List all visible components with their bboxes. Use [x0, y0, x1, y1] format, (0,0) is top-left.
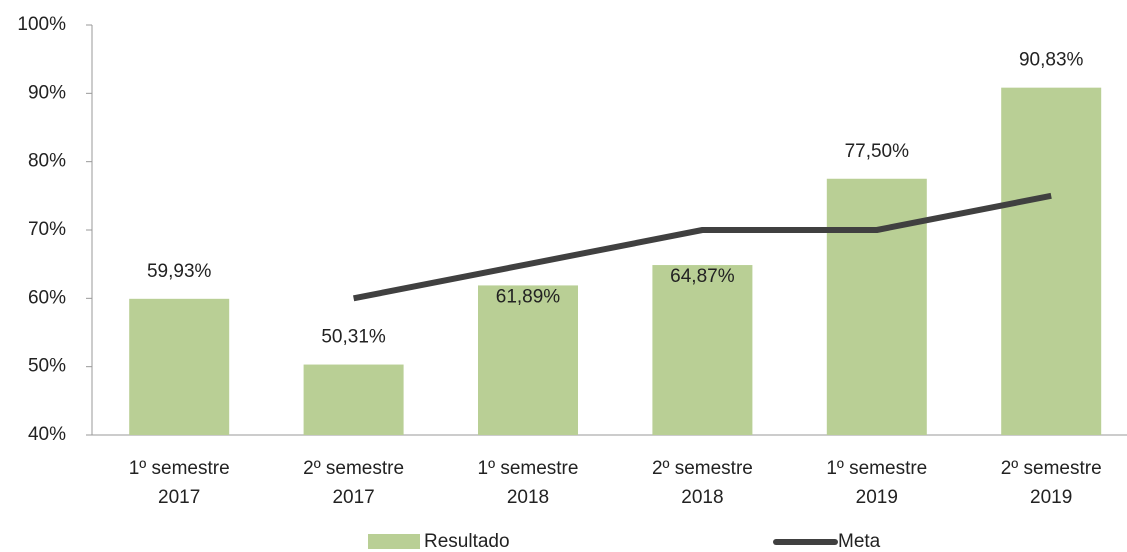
- bar: [303, 364, 404, 435]
- bar: [652, 265, 753, 435]
- y-tick-label: 60%: [28, 287, 66, 308]
- bar: [1001, 87, 1102, 435]
- legend-swatch: [368, 534, 420, 549]
- x-tick-label: 2018: [681, 487, 723, 508]
- x-tick-label: 2019: [856, 487, 898, 508]
- x-tick-label: 2019: [1030, 487, 1072, 508]
- x-tick-label: 2º semestre: [652, 458, 753, 479]
- y-tick-label: 50%: [28, 356, 66, 377]
- x-tick-label: 2º semestre: [303, 458, 404, 479]
- x-tick-label: 1º semestre: [129, 458, 230, 479]
- line: [353, 192, 1052, 302]
- bar: [478, 285, 578, 435]
- y-tick-label: 100%: [17, 14, 66, 35]
- y-tick-label: 90%: [28, 82, 66, 103]
- bar: [129, 298, 230, 435]
- bar: [826, 178, 927, 435]
- data-label: 59,93%: [147, 261, 212, 282]
- legend-label: Meta: [838, 531, 881, 552]
- x-tick-label: 1º semestre: [478, 458, 579, 479]
- data-label: 50,31%: [321, 327, 386, 348]
- data-label: 90,83%: [1019, 50, 1084, 71]
- x-tick-label: 2º semestre: [1001, 458, 1102, 479]
- y-tick-label: 80%: [28, 151, 66, 172]
- x-tick-label: 1º semestre: [826, 458, 927, 479]
- x-tick-label: 2017: [158, 487, 200, 508]
- data-label: 64,87%: [670, 266, 735, 287]
- y-tick-label: 70%: [28, 219, 66, 240]
- data-label: 61,89%: [496, 286, 561, 307]
- data-label: 77,50%: [845, 141, 910, 162]
- x-tick-label: 2017: [332, 487, 374, 508]
- legend-label: Resultado: [424, 531, 510, 552]
- y-tick-label: 40%: [28, 424, 66, 445]
- x-tick-label: 2018: [507, 487, 549, 508]
